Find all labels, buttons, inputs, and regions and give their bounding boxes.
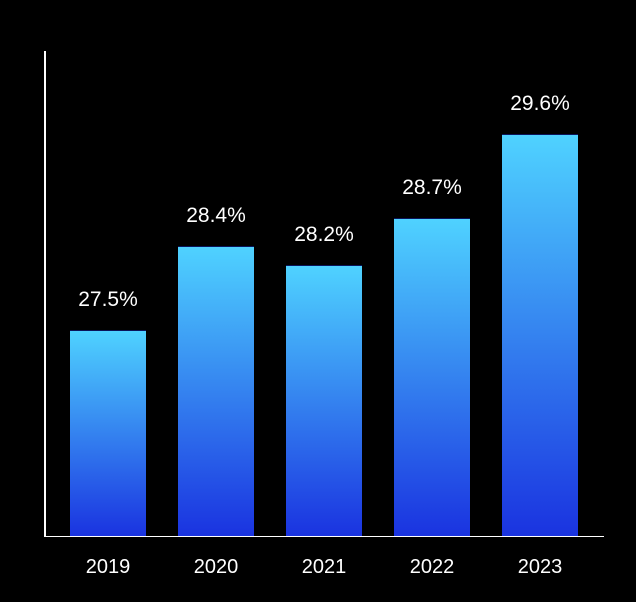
bar-slot: 28.7% (394, 218, 470, 536)
x-axis-category-label: 2023 (502, 544, 578, 602)
bar (178, 246, 254, 536)
bar (70, 330, 146, 536)
bar (394, 218, 470, 536)
bar-value-label: 27.5% (48, 288, 168, 312)
bar-chart: 27.5%28.4%28.2%28.7%29.6% 20192020202120… (0, 0, 636, 602)
bar-value-label: 28.2% (264, 223, 384, 247)
plot-area: 27.5%28.4%28.2%28.7%29.6% (44, 50, 604, 536)
bar-slot: 29.6% (502, 134, 578, 536)
x-axis-labels: 2019 2020 2021 2022 2023 (44, 544, 604, 602)
bar (286, 265, 362, 536)
x-axis-category-label: 2019 (70, 544, 146, 602)
bar-slot: 27.5% (70, 330, 146, 536)
x-axis-category-label: 2020 (178, 544, 254, 602)
bars-group: 27.5%28.4%28.2%28.7%29.6% (44, 50, 604, 536)
bar-value-label: 28.4% (156, 204, 276, 228)
bar-slot: 28.2% (286, 265, 362, 536)
bar-value-label: 28.7% (372, 176, 492, 200)
x-axis-category-label: 2022 (394, 544, 470, 602)
x-axis-category-label: 2021 (286, 544, 362, 602)
bar-slot: 28.4% (178, 246, 254, 536)
bar-value-label: 29.6% (480, 92, 600, 116)
bar (502, 134, 578, 536)
